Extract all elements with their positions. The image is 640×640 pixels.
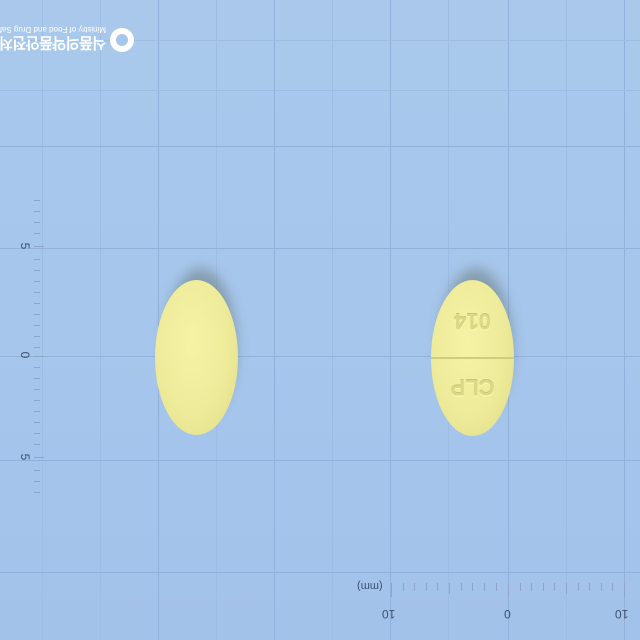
ruler-tick <box>34 400 40 401</box>
ruler-tick <box>34 281 40 282</box>
ruler-tick <box>461 583 462 591</box>
ruler-tick <box>34 422 40 423</box>
ruler-tick <box>34 347 40 348</box>
ruler-tick <box>34 378 40 379</box>
ruler-label: 0 <box>18 351 32 359</box>
ruler-tick <box>484 583 485 591</box>
logo-korean: 식품의약품안전처 <box>0 34 106 51</box>
ruler-tick <box>531 583 532 591</box>
grid-line <box>390 0 391 640</box>
ruler-label: 5 <box>18 453 32 461</box>
ruler-tick <box>34 233 40 234</box>
ruler-tick <box>543 583 544 591</box>
ruler-tick <box>566 583 567 594</box>
ruler-tick <box>34 411 40 412</box>
ruler-unit: (mm) <box>357 580 383 592</box>
ruler-tick <box>34 433 40 434</box>
ruler-tick <box>449 583 450 594</box>
ruler-label: 5 <box>18 242 32 250</box>
ruler-tick <box>34 211 40 212</box>
grid-line <box>0 90 640 91</box>
ruler-tick <box>520 583 521 591</box>
grid-line <box>332 0 333 640</box>
ruler-tick <box>34 292 40 293</box>
grid-line <box>158 0 159 640</box>
pill-front-side: 014 CLP <box>431 280 514 436</box>
ruler-tick <box>34 259 40 260</box>
ruler-tick <box>496 583 497 591</box>
ruler-tick <box>34 314 40 315</box>
grid-line <box>0 460 640 461</box>
ruler-tick <box>34 325 40 326</box>
mfds-logo: 식품의약품안전처 Ministry of Food and Drug Safet… <box>0 18 134 56</box>
ruler-tick <box>403 583 404 591</box>
ruler-tick <box>34 303 40 304</box>
ruler-label: 0 <box>504 607 511 621</box>
grid-line <box>0 146 640 147</box>
ruler-tick <box>508 583 509 597</box>
ruler-tick <box>554 583 555 591</box>
ruler-tick <box>34 222 40 223</box>
ruler-tick <box>437 583 438 591</box>
ruler-tick <box>612 583 613 591</box>
ruler-tick <box>34 481 40 482</box>
ruler-tick <box>34 470 40 471</box>
horizontal-ruler: (mm) 10 0 10 <box>355 575 640 630</box>
ruler-tick <box>34 336 40 337</box>
ruler-tick <box>34 389 40 390</box>
vertical-ruler: 5 0 5 <box>14 190 44 500</box>
pill-imprint-top: 014 <box>454 309 491 334</box>
ruler-tick <box>391 583 392 597</box>
ruler-tick <box>34 356 44 357</box>
grid-line <box>0 572 640 573</box>
ruler-tick <box>34 444 40 445</box>
score-line <box>431 357 514 359</box>
logo-english: Ministry of Food and Drug Safety <box>0 25 106 34</box>
ruler-tick <box>34 457 44 458</box>
grid-line <box>624 0 625 640</box>
grid-line <box>274 0 275 640</box>
ruler-tick <box>589 583 590 591</box>
ruler-label: 10 <box>382 607 396 621</box>
ruler-tick <box>426 583 427 591</box>
ruler-tick <box>414 583 415 591</box>
ruler-label: 10 <box>615 607 629 621</box>
grid-line <box>0 248 640 249</box>
ruler-tick <box>34 492 40 493</box>
grid-line <box>100 0 101 640</box>
ruler-tick <box>34 367 40 368</box>
grid-line <box>0 40 640 41</box>
ruler-tick <box>624 583 625 597</box>
ruler-tick <box>601 583 602 591</box>
ruler-tick <box>472 583 473 591</box>
ruler-tick <box>34 200 40 201</box>
taegeuk-icon <box>110 28 134 52</box>
grid-line <box>566 0 567 640</box>
ruler-tick <box>578 583 579 591</box>
grid-line <box>0 356 640 357</box>
grid-line <box>42 0 43 640</box>
ruler-tick <box>34 246 44 247</box>
ruler-tick <box>34 270 40 271</box>
pill-imprint-bottom: CLP <box>450 375 495 400</box>
pill-back-side <box>155 280 238 435</box>
